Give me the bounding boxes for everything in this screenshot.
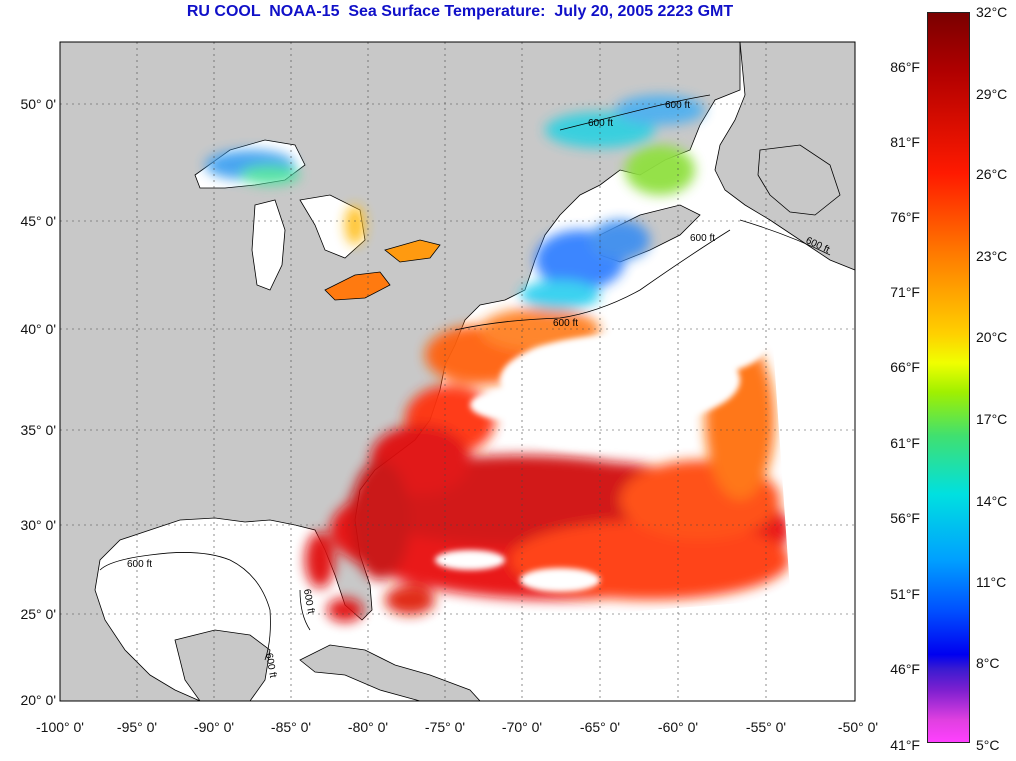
lake-michigan xyxy=(251,199,286,291)
longitude-label: -75° 0' xyxy=(424,719,466,735)
celsius-label: 29°C xyxy=(976,86,1008,102)
celsius-label: 14°C xyxy=(976,493,1008,509)
celsius-label: 17°C xyxy=(976,411,1008,427)
contour-label: 600 ft xyxy=(553,318,579,329)
fahrenheit-label: 41°F xyxy=(890,737,920,753)
celsius-label: 8°C xyxy=(976,655,1000,671)
celsius-label: 11°C xyxy=(976,574,1007,590)
celsius-label: 23°C xyxy=(976,248,1008,264)
fahrenheit-label: 86°F xyxy=(890,59,920,75)
longitude-label: -70° 0' xyxy=(501,719,543,735)
celsius-label: 26°C xyxy=(976,166,1008,182)
longitude-label: -65° 0' xyxy=(579,719,621,735)
celsius-label: 20°C xyxy=(976,329,1008,345)
land-cuba xyxy=(299,644,481,702)
contour-label: 600 ft xyxy=(665,100,691,111)
longitude-label: -95° 0' xyxy=(116,719,158,735)
fahrenheit-label: 61°F xyxy=(890,435,920,451)
latitude-label: 45° 0' xyxy=(20,213,56,229)
fahrenheit-label: 81°F xyxy=(890,134,920,150)
lake-ontario xyxy=(384,239,441,263)
graticule xyxy=(60,42,855,701)
lake-erie xyxy=(324,271,391,301)
temperature-colorbar xyxy=(927,12,970,743)
longitude-label: -90° 0' xyxy=(193,719,235,735)
latitude-label: 30° 0' xyxy=(20,517,56,533)
longitude-label: -100° 0' xyxy=(36,719,84,735)
fahrenheit-label: 71°F xyxy=(890,284,920,300)
latitude-label: 35° 0' xyxy=(20,422,56,438)
longitude-label: -60° 0' xyxy=(657,719,699,735)
latitude-label: 40° 0' xyxy=(20,321,56,337)
fahrenheit-label: 76°F xyxy=(890,209,920,225)
longitude-label: -55° 0' xyxy=(745,719,787,735)
celsius-label: 5°C xyxy=(976,737,1000,753)
longitude-label: -50° 0' xyxy=(837,719,879,735)
land-newfoundland xyxy=(757,144,841,216)
fahrenheit-label: 46°F xyxy=(890,661,920,677)
fahrenheit-label: 51°F xyxy=(890,586,920,602)
no-data-mask xyxy=(540,280,855,701)
contour-label: 600 ft xyxy=(588,118,614,129)
latitude-label: 20° 0' xyxy=(20,692,56,708)
longitude-label: -80° 0' xyxy=(347,719,389,735)
latitude-label: 50° 0' xyxy=(20,96,56,112)
contour-label: 600 ft xyxy=(690,233,716,244)
longitude-label: -85° 0' xyxy=(270,719,312,735)
celsius-label: 32°C xyxy=(976,4,1008,20)
isobath-contours xyxy=(99,94,831,661)
contour-label: 600 ft xyxy=(127,559,153,570)
fahrenheit-label: 66°F xyxy=(890,359,920,375)
fahrenheit-label: 56°F xyxy=(890,510,920,526)
map-title: RU COOL NOAA-15 Sea Surface Temperature:… xyxy=(186,3,734,20)
latitude-label: 25° 0' xyxy=(20,606,56,622)
land-yucatan xyxy=(174,629,271,702)
